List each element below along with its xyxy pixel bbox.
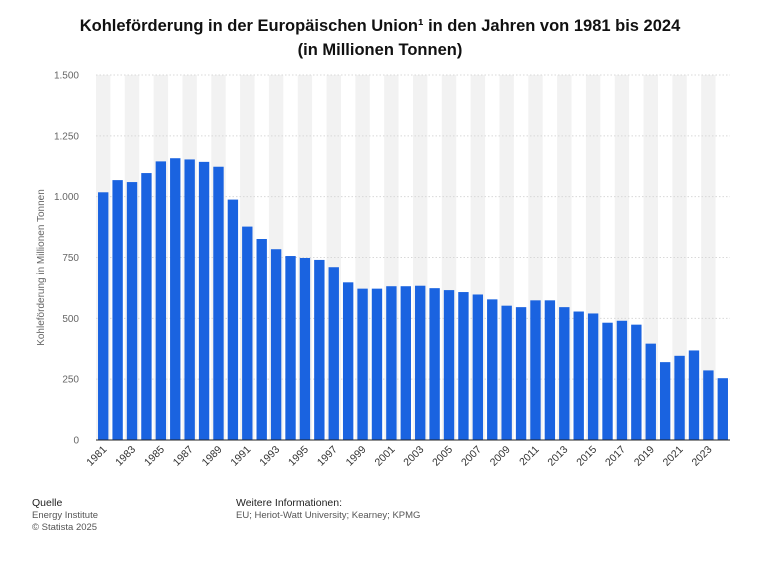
x-tick-label: 1981 xyxy=(84,444,109,469)
y-tick-label: 1.500 xyxy=(54,71,79,82)
bar xyxy=(141,173,152,440)
bar xyxy=(184,159,195,441)
x-tick-label: 1989 xyxy=(200,444,225,469)
x-tick-label: 2001 xyxy=(373,444,398,469)
x-tick-label: 2023 xyxy=(690,444,715,469)
y-axis-title: Kohleförderung in Millionen Tonnen xyxy=(36,189,47,346)
x-tick-label: 2015 xyxy=(574,444,599,469)
x-tick-label: 1997 xyxy=(315,444,340,469)
bar xyxy=(717,378,728,440)
background-band xyxy=(701,75,716,440)
bar xyxy=(487,299,498,440)
x-tick-label: 2017 xyxy=(603,444,628,469)
bar xyxy=(213,166,224,440)
bar xyxy=(256,239,267,440)
bar xyxy=(515,307,527,440)
background-band xyxy=(672,75,687,440)
x-tick-label: 2007 xyxy=(459,444,484,469)
bar xyxy=(400,286,411,440)
bar xyxy=(659,362,671,440)
x-tick-label: 2003 xyxy=(401,444,426,469)
bar xyxy=(299,257,311,440)
x-tick-label: 2013 xyxy=(545,444,570,469)
y-tick-label: 500 xyxy=(62,314,79,325)
bar xyxy=(544,300,556,440)
bar xyxy=(645,343,656,440)
y-tick-label: 0 xyxy=(73,436,79,447)
chart-title: Kohleförderung in der Europäischen Union… xyxy=(0,14,760,62)
bar xyxy=(328,267,339,440)
bar xyxy=(443,290,455,440)
bar xyxy=(342,282,354,440)
chart-title-line-1: Kohleförderung in der Europäischen Union… xyxy=(79,17,681,35)
x-tick-label: 1993 xyxy=(257,444,282,469)
bar xyxy=(126,182,138,441)
x-tick-label: 2019 xyxy=(632,444,657,469)
bar xyxy=(703,370,714,440)
x-tick-label: 1995 xyxy=(286,444,311,469)
bar xyxy=(530,300,541,440)
bar xyxy=(616,320,628,440)
x-tick-label: 1985 xyxy=(142,444,167,469)
y-tick-label: 1.000 xyxy=(54,192,79,203)
bar xyxy=(227,199,239,440)
bar xyxy=(501,305,512,440)
bar xyxy=(559,307,570,440)
bar xyxy=(285,256,296,440)
bar xyxy=(198,161,210,440)
source-name: Energy Institute xyxy=(32,509,99,521)
x-tick-label: 2011 xyxy=(517,444,542,469)
bar xyxy=(170,158,181,440)
y-tick-label: 750 xyxy=(62,253,79,264)
bar xyxy=(688,350,700,440)
x-tick-label: 2005 xyxy=(430,444,455,469)
info-text: EU; Heriot-Watt University; Kearney; KPM… xyxy=(236,509,421,521)
bar xyxy=(386,286,397,440)
bar xyxy=(270,249,282,440)
x-tick-label: 1983 xyxy=(113,444,138,469)
y-tick-label: 250 xyxy=(62,375,79,386)
source-block: Quelle Energy Institute © Statista 2025 xyxy=(32,497,98,535)
bar xyxy=(242,226,253,440)
bar xyxy=(415,285,426,440)
info-block: Weitere Informationen: EU; Heriot-Watt U… xyxy=(236,497,420,522)
bar xyxy=(631,324,642,440)
bar xyxy=(314,259,325,440)
x-tick-label: 2021 xyxy=(661,444,686,469)
bar xyxy=(371,288,383,440)
bar xyxy=(98,192,109,440)
bars xyxy=(98,158,728,441)
x-axis-tick-labels: 1981 1983 1985 1987 1989 1991 1993 1995 1997 1999… xyxy=(84,444,714,469)
bar xyxy=(472,294,484,440)
bar xyxy=(573,311,584,440)
x-tick-label: 2009 xyxy=(488,444,513,469)
copyright-text: © Statista 2025 xyxy=(32,522,98,533)
bar xyxy=(112,180,123,440)
x-tick-label: 1987 xyxy=(171,444,196,469)
x-tick-label: 1991 xyxy=(228,444,253,469)
bar xyxy=(429,288,440,440)
bar xyxy=(155,161,167,440)
bar xyxy=(357,288,368,440)
bar xyxy=(674,355,685,440)
y-axis-tick-labels: 0 250 500 750 1.000 1.250 1.500 xyxy=(54,71,79,447)
y-tick-label: 1.250 xyxy=(54,131,79,142)
bar xyxy=(458,292,469,440)
source-heading: Quelle xyxy=(32,497,63,509)
chart-title-line-2: (in Millionen Tonnen) xyxy=(297,41,463,59)
info-heading: Weitere Informationen: xyxy=(236,497,343,509)
bar xyxy=(587,313,599,440)
x-tick-label: 1999 xyxy=(344,444,369,469)
bar xyxy=(602,322,613,440)
